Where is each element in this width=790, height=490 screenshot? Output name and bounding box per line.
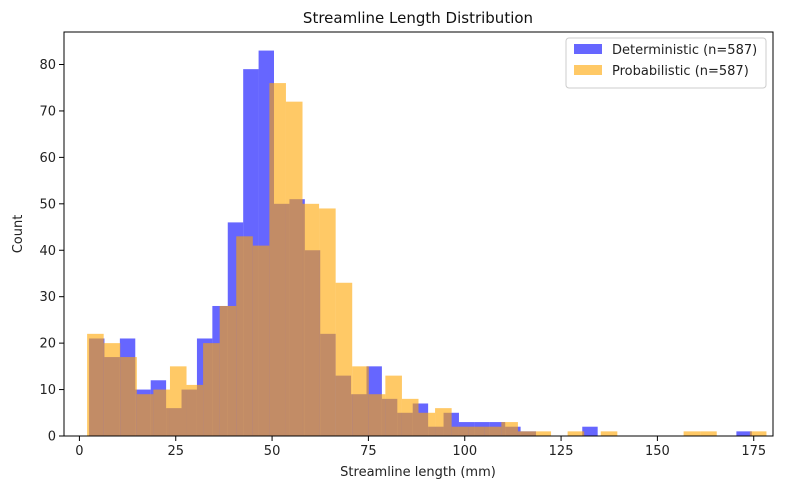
y-tick-label-70: 70 [39,104,56,119]
legend-box [565,37,767,89]
bar-series-2-bin-37 [700,431,717,436]
y-tick-label-50: 50 [39,197,56,212]
bar-series-1-bin-32 [582,426,598,436]
bar-series-2-bin-13 [302,203,320,436]
bar-series-2-bin-21 [435,408,452,436]
x-tick-label-100: 100 [452,444,477,459]
bar-series-2-bin-29 [567,431,585,436]
bar-series-2-bin-3 [136,394,154,436]
y-tick-label-0: 0 [48,430,56,445]
x-tick-label-175: 175 [741,444,766,459]
bar-series-2-bin-26 [517,431,535,436]
bar-series-2-bin-15 [335,282,353,436]
bar-series-2-bin-22 [451,426,469,436]
bar-series-2-bin-11 [269,83,286,436]
bar-series-2-bin-16 [352,366,369,436]
x-tick-label-125: 125 [549,444,574,459]
bar-series-2-bin-10 [252,245,270,436]
x-tick-label-150: 150 [645,444,670,459]
y-tick-label-20: 20 [39,337,56,352]
x-axis-label: Streamline length (mm) [340,465,496,480]
x-tick-label-25: 25 [167,444,184,459]
bar-series-2-bin-24 [484,426,502,436]
x-tick-label-75: 75 [360,444,377,459]
bar-series-2-bin-17 [368,394,386,436]
bar-series-2-bin-14 [319,208,336,436]
y-tick-label-40: 40 [39,244,56,259]
legend-swatch-1 [574,44,602,54]
bar-series-2-bin-36 [683,431,701,436]
y-axis-label: Count [11,215,26,254]
bar-series-2-bin-12 [285,101,303,436]
y-tick-label-10: 10 [39,383,56,398]
bar-series-1-bin-42 [736,431,752,436]
bar-series-2-bin-4 [153,389,170,436]
y-tick-label-60: 60 [39,151,56,166]
legend-label-2: Probabilistic (n=587) [612,64,749,79]
bar-series-2-bin-8 [219,305,237,436]
bar-series-2-bin-9 [236,236,253,436]
chart-title: Streamline Length Distribution [303,9,533,27]
bar-series-2-bin-23 [468,426,485,436]
bar-series-2-bin-0 [87,333,104,436]
x-axis: 0 25 50 75 100 125 150 175 [75,436,766,459]
y-tick-label-30: 30 [39,290,56,305]
bar-series-2-bin-6 [186,384,204,436]
histogram-bars [87,50,767,437]
legend: Deterministic (n=587) Probabilistic (n=58… [565,37,767,89]
plot-frame [63,31,774,437]
x-tick-label-0: 0 [75,444,83,459]
bar-series-2-bin-18 [385,375,402,436]
bar-series-2-bin-25 [501,422,518,436]
bar-series-2-bin-5 [169,366,187,436]
legend-swatch-2 [574,65,602,75]
bar-series-2-bin-2 [120,357,137,436]
bar-series-2-bin-20 [418,412,436,436]
y-tick-label-80: 80 [39,58,56,73]
bar-series-2-bin-19 [401,398,419,436]
bar-series-2-bin-7 [203,343,220,436]
legend-label-1: Deterministic (n=587) [612,43,757,58]
bar-series-2-bin-1 [103,343,121,436]
y-axis: 0 10 20 30 40 50 60 70 80 [39,58,64,445]
bar-series-2-bin-27 [534,431,552,436]
x-tick-label-50: 50 [264,444,281,459]
bar-series-2-bin-40 [749,431,767,436]
bar-series-2-bin-31 [600,431,618,436]
